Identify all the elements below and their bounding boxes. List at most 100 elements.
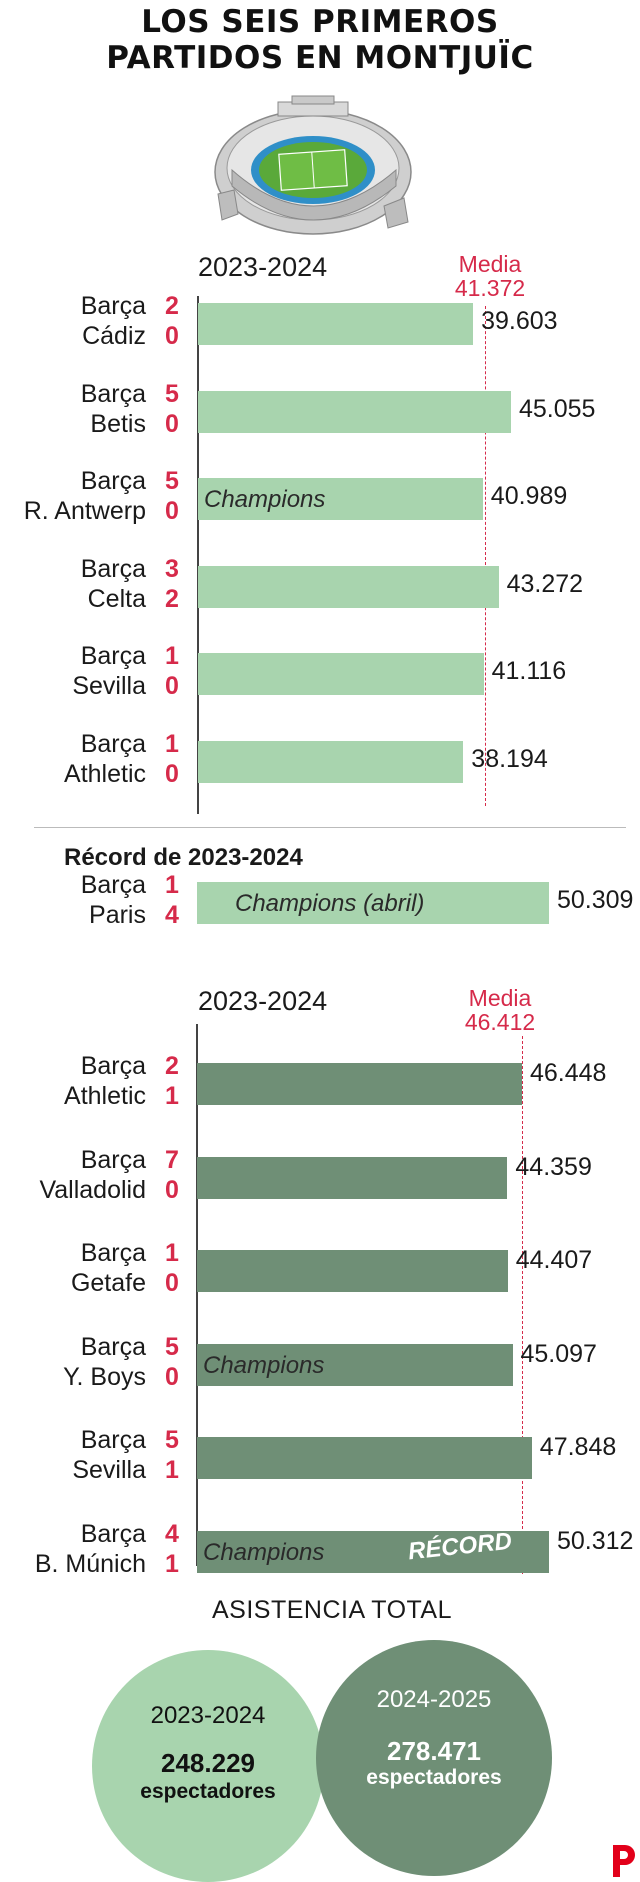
home-team-label: Barça xyxy=(80,871,146,899)
chart-3-average: Media 46.412 xyxy=(450,986,550,1034)
publisher-logo-icon xyxy=(613,1845,635,1877)
away-goals-label: 0 xyxy=(165,1269,179,1297)
home-team-label: Barça xyxy=(80,1145,146,1174)
away-team-label: Athletic xyxy=(64,759,146,788)
attendance-value-label: 38.194 xyxy=(471,744,548,773)
away-goals-label: 0 xyxy=(165,409,179,438)
home-goals-label: 1 xyxy=(165,1239,179,1267)
away-goals-label: 0 xyxy=(165,497,179,525)
attendance-bar: Champions (abril) xyxy=(197,882,549,924)
total-number-2024: 278.471 xyxy=(387,1736,481,1766)
record-badge-label: RÉCORD xyxy=(406,1527,514,1565)
away-team-label: Celta xyxy=(87,584,146,613)
attendance-value-label: 45.055 xyxy=(519,394,596,423)
attendance-bar xyxy=(198,390,511,433)
away-goals-label: 1 xyxy=(165,1082,179,1110)
attendance-bar xyxy=(197,1063,522,1105)
home-goals-label: 1 xyxy=(165,871,179,899)
home-team-label: Barça xyxy=(80,292,146,320)
home-team-label: Barça xyxy=(80,1332,146,1361)
attendance-bar: Champions xyxy=(197,1343,513,1386)
chart-row: Barça 5 R. Antwerp 0 Champions 40.989 xyxy=(0,466,640,532)
chart-row: Barça 4 B. Múnich 1 Champions RÉCORD 50.312 xyxy=(0,1519,640,1585)
home-team-label: Barça xyxy=(80,467,146,495)
total-circle-2023: 2023-2024 248.229 espectadores xyxy=(92,1650,324,1882)
attendance-bar xyxy=(197,1156,508,1199)
away-team-label: Paris xyxy=(89,901,146,929)
bar-note-label: Champions xyxy=(204,486,326,513)
home-team-label: Barça xyxy=(80,1426,146,1454)
chart-1-average: Media 41.372 xyxy=(440,252,540,300)
home-goals-label: 7 xyxy=(165,1145,179,1174)
attendance-value-label: 44.359 xyxy=(515,1152,592,1181)
chart-row: Barça 5 Y. Boys 0 Champions 45.097 xyxy=(0,1332,640,1398)
away-goals-label: 0 xyxy=(165,1362,179,1391)
chart-1-average-line xyxy=(485,306,487,806)
home-goals-label: 1 xyxy=(165,729,179,758)
attendance-value-label: 39.603 xyxy=(481,307,558,335)
away-goals-label: 0 xyxy=(165,1175,179,1204)
chart-row: Barça 1 Sevilla 0 41.116 xyxy=(0,641,640,707)
attendance-value-label: 50.312 xyxy=(557,1526,634,1555)
home-team-label: Barça xyxy=(80,1239,146,1267)
away-goals-label: 1 xyxy=(165,1456,179,1484)
attendance-bar: Champions RÉCORD xyxy=(197,1527,549,1573)
attendance-value-label: 43.272 xyxy=(506,569,584,598)
home-goals-label: 2 xyxy=(165,1052,179,1080)
away-team-label: Cádiz xyxy=(82,322,146,350)
away-team-label: Betis xyxy=(90,409,146,438)
attendance-bar: Champions xyxy=(198,478,483,520)
chart-1-axis xyxy=(197,296,199,814)
bar-note-label: Champions xyxy=(203,1351,325,1379)
bar-note-label: Champions xyxy=(203,1538,325,1566)
home-goals-label: 5 xyxy=(165,1332,179,1361)
away-goals-label: 2 xyxy=(165,584,179,613)
attendance-bar xyxy=(198,740,464,783)
attendance-bar xyxy=(198,653,484,695)
away-team-label: Athletic xyxy=(64,1082,146,1110)
away-team-label: Getafe xyxy=(70,1269,146,1297)
away-goals-label: 1 xyxy=(165,1549,179,1578)
title-line-2: PARTIDOS EN MONTJUÏC xyxy=(106,40,534,76)
bar-note-label: Champions (abril) xyxy=(235,890,425,917)
home-goals-label: 5 xyxy=(165,379,179,408)
away-team-label: Sevilla xyxy=(72,672,146,700)
attendance-value-label: 46.448 xyxy=(530,1059,607,1087)
home-goals-label: 5 xyxy=(165,467,179,495)
away-goals-label: 0 xyxy=(165,759,179,788)
home-team-label: Barça xyxy=(80,1052,146,1080)
total-number-2023: 248.229 xyxy=(161,1748,255,1778)
chart-row: Barça 1 Paris 4 Champions (abril) 50.309 xyxy=(0,870,640,936)
total-season-2023: 2023-2024 xyxy=(150,1702,266,1729)
chart-2-title: Récord de 2023-2024 xyxy=(64,844,303,871)
home-team-label: Barça xyxy=(80,554,146,583)
away-goals-label: 4 xyxy=(165,901,179,929)
chart-row: Barça 2 Athletic 1 46.448 xyxy=(0,1051,640,1117)
total-label-2024: espectadores xyxy=(366,1766,502,1789)
attendance-bar xyxy=(197,1250,508,1292)
total-label-2023: espectadores xyxy=(140,1780,276,1803)
chart-row: Barça 7 Valladolid 0 44.359 xyxy=(0,1145,640,1211)
chart-row: Barça 5 Sevilla 1 47.848 xyxy=(0,1425,640,1491)
away-team-label: Valladolid xyxy=(39,1175,146,1204)
attendance-value-label: 41.116 xyxy=(491,657,567,685)
page-title: LOS SEIS PRIMEROS PARTIDOS EN MONTJUÏC xyxy=(0,4,640,76)
away-team-label: R. Antwerp xyxy=(23,497,146,525)
title-line-1: LOS SEIS PRIMEROS xyxy=(141,4,499,40)
total-title: ASISTENCIA TOTAL xyxy=(211,1596,453,1624)
total-season-2024: 2024-2025 xyxy=(376,1686,492,1713)
away-goals-label: 0 xyxy=(165,672,179,700)
chart-1-title: 2023-2024 xyxy=(198,252,328,282)
chart-row: Barça 2 Cádiz 0 39.603 xyxy=(0,291,640,357)
away-goals-label: 0 xyxy=(165,322,179,350)
home-goals-label: 1 xyxy=(165,642,179,670)
total-circle-2024: 2024-2025 278.471 espectadores xyxy=(316,1640,552,1876)
attendance-bar xyxy=(198,303,474,345)
attendance-value-label: 44.407 xyxy=(515,1246,593,1274)
home-goals-label: 3 xyxy=(165,554,179,583)
chart-3-average-label: Media xyxy=(468,985,532,1011)
away-team-label: B. Múnich xyxy=(34,1549,146,1578)
chart-3-axis xyxy=(196,1024,198,1566)
home-team-label: Barça xyxy=(80,642,146,670)
attendance-value-label: 45.097 xyxy=(520,1339,597,1368)
